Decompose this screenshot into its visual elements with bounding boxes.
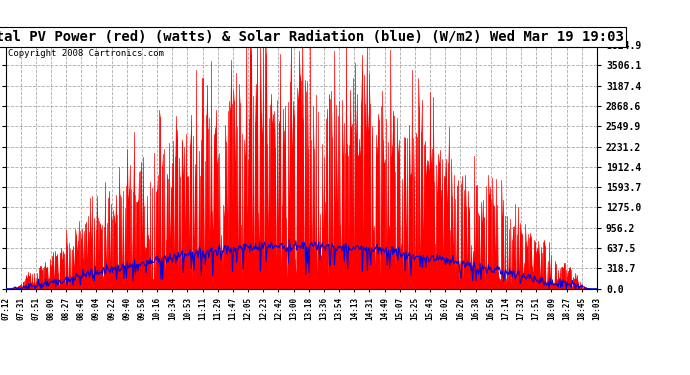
Title: Total PV Power (red) (watts) & Solar Radiation (blue) (W/m2) Wed Mar 19 19:03: Total PV Power (red) (watts) & Solar Rad…	[0, 30, 624, 44]
Text: Copyright 2008 Cartronics.com: Copyright 2008 Cartronics.com	[8, 49, 164, 58]
